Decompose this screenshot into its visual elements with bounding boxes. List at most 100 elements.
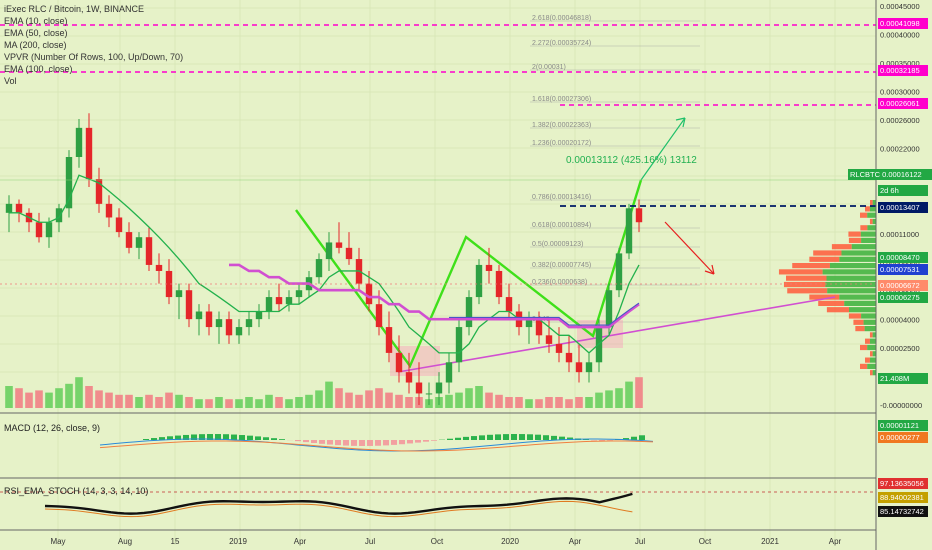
ema100-line xyxy=(229,263,640,329)
candle xyxy=(585,362,593,373)
volume-bar xyxy=(635,377,643,408)
legend-ema50[interactable]: EMA (50, close) xyxy=(4,28,68,38)
legend-ema100[interactable]: EMA (100, close) xyxy=(4,64,73,74)
legend-ma200[interactable]: MA (200, close) xyxy=(4,40,67,50)
volume-bar xyxy=(375,388,383,408)
rsi-value-box xyxy=(878,506,928,517)
volume-bar xyxy=(325,381,333,408)
macd-value-box xyxy=(878,420,928,431)
macd-hist xyxy=(463,436,469,440)
candle xyxy=(65,157,73,209)
fib-label: 2.618(0.00046818) xyxy=(532,15,591,22)
x-tick-label: Oct xyxy=(699,537,712,546)
volume-bar xyxy=(45,392,53,408)
drawings xyxy=(0,24,876,285)
moving-averages xyxy=(9,174,640,354)
x-tick-label: Jul xyxy=(635,537,645,546)
vpvr-up xyxy=(872,351,876,357)
fib-label: 0.236(0.0000638) xyxy=(532,279,587,286)
macd-hist xyxy=(431,440,437,441)
rsi-pane xyxy=(0,491,876,518)
candle xyxy=(635,208,643,223)
volume-bar xyxy=(225,399,233,408)
candle xyxy=(105,203,113,218)
macd-hist xyxy=(191,434,197,440)
macd-value: 0.00001121 xyxy=(880,421,919,430)
candle xyxy=(435,382,443,394)
volume-bar xyxy=(245,397,253,408)
candle xyxy=(35,222,43,238)
y-tick-label: 0.00040000 xyxy=(880,31,920,40)
volume-bar xyxy=(35,390,43,408)
x-tick-label: Apr xyxy=(829,537,842,546)
macd-hist xyxy=(239,435,245,440)
legend-vpvr[interactable]: VPVR (Number Of Rows, 100, Up/Down, 70) xyxy=(4,52,184,62)
volume-bar xyxy=(355,394,363,408)
candle xyxy=(145,237,153,265)
macd-hist xyxy=(303,440,309,443)
volume-bar xyxy=(335,388,343,408)
macd-legend[interactable]: MACD (12, 26, close, 9) xyxy=(4,423,101,433)
candle xyxy=(135,237,143,248)
vpvr-down xyxy=(848,313,862,319)
legend-vol[interactable]: Vol xyxy=(4,76,17,86)
macd-pane xyxy=(99,434,654,452)
macd-hist xyxy=(247,435,253,440)
candle xyxy=(235,327,243,336)
candle xyxy=(425,393,433,395)
vpvr-down xyxy=(813,250,842,256)
vpvr-down xyxy=(860,212,868,218)
symbol-title[interactable]: iExec RLC / Bitcoin, 1W, BINANCE xyxy=(4,4,145,14)
rsi-value-box xyxy=(878,478,928,489)
vpvr-down xyxy=(865,357,870,363)
price-label: 0.00007531 xyxy=(880,265,920,274)
candles xyxy=(5,113,643,405)
volume-bar xyxy=(555,397,563,408)
candle xyxy=(445,362,453,383)
price-label-box xyxy=(878,373,928,384)
vpvr-down xyxy=(786,275,827,281)
candle xyxy=(605,290,613,328)
candle xyxy=(205,311,213,328)
macd-hist xyxy=(631,436,637,440)
vpvr-down xyxy=(809,294,840,300)
macd-hist xyxy=(415,440,421,443)
volume-bar xyxy=(105,392,113,408)
macd-hist xyxy=(327,440,333,445)
macd-hist xyxy=(399,440,405,445)
candle xyxy=(5,203,13,213)
vpvr-down xyxy=(818,300,845,306)
vpvr-down xyxy=(865,338,870,344)
macd-hist xyxy=(495,434,501,440)
macd-hist xyxy=(151,438,157,440)
macd-hist xyxy=(543,435,549,440)
volume-bar xyxy=(605,390,613,408)
candle xyxy=(545,335,553,344)
legend-ema10[interactable]: EMA (10, close) xyxy=(4,16,68,26)
macd-hist xyxy=(215,434,221,440)
macd-value: 0.00000277 xyxy=(880,433,920,442)
volume-bar xyxy=(535,399,543,408)
volume-profile xyxy=(778,200,876,376)
x-tick-label: 2021 xyxy=(761,537,779,546)
vpvr-down xyxy=(792,263,830,269)
candle xyxy=(125,232,133,248)
volume-bar xyxy=(275,397,283,408)
macd-hist xyxy=(271,438,277,440)
volume-bar xyxy=(55,388,63,408)
rsi-value-box xyxy=(878,492,928,503)
candle xyxy=(385,327,393,353)
macd-line xyxy=(99,438,654,452)
volume-bar xyxy=(295,397,303,408)
candle xyxy=(555,343,563,353)
vpvr-down xyxy=(783,281,826,288)
volume-bar xyxy=(525,399,533,408)
macd-hist xyxy=(423,440,429,442)
vpvr-up xyxy=(825,281,876,288)
price-label-box xyxy=(878,185,928,196)
rsi-legend[interactable]: RSI_EMA_STOCH (14, 3, 3, 14, 10) xyxy=(4,486,149,496)
candle xyxy=(565,352,573,363)
vpvr-down xyxy=(848,237,862,243)
price-label: 0.00026061 xyxy=(880,99,920,108)
